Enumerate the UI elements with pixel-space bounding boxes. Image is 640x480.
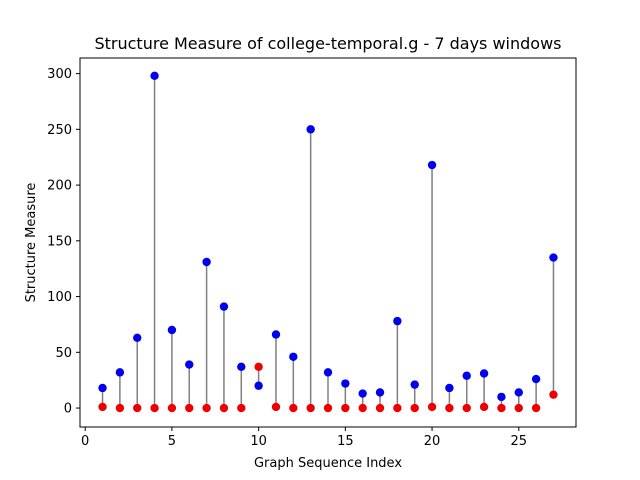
lower-point <box>219 403 229 413</box>
upper-point <box>427 160 437 170</box>
x-axis: 0 5 10 15 20 25 <box>81 427 527 449</box>
lower-point <box>237 403 246 413</box>
upper-point <box>185 360 194 369</box>
y-tick-label: 200 <box>47 179 72 194</box>
lower-point <box>445 403 454 413</box>
x-tick-label: 25 <box>510 434 527 449</box>
lower-point <box>531 403 541 413</box>
x-tick-label: 10 <box>250 434 267 449</box>
upper-point <box>167 325 177 335</box>
lower-point <box>306 403 315 413</box>
x-tick-label: 15 <box>337 434 354 449</box>
upper-point <box>549 253 558 262</box>
upper-point <box>410 380 419 389</box>
lower-point <box>98 402 107 412</box>
lower-point <box>289 403 298 413</box>
upper-point <box>237 362 246 372</box>
x-tick-label: 0 <box>81 434 89 449</box>
upper-point <box>323 368 333 377</box>
y-tick-label: 150 <box>47 234 72 249</box>
y-tick-label: 0 <box>64 402 72 417</box>
lower-point <box>514 403 523 413</box>
lower-point <box>341 403 350 413</box>
chart-title: Structure Measure of college-temporal.g … <box>94 34 561 53</box>
lower-point <box>497 403 506 413</box>
upper-point <box>150 71 159 81</box>
upper-point <box>289 352 298 361</box>
lower-point <box>393 403 402 413</box>
upper-point <box>271 330 281 339</box>
y-tick-label: 100 <box>47 290 72 305</box>
upper-point <box>358 389 367 398</box>
y-tick-label: 300 <box>47 67 72 82</box>
lower-point <box>133 403 142 413</box>
upper-point <box>445 383 454 393</box>
lower-point <box>410 403 419 413</box>
upper-point <box>254 381 263 390</box>
lower-point <box>167 403 177 413</box>
upper-point <box>133 333 142 343</box>
upper-point <box>202 257 211 267</box>
upper-point <box>306 125 315 134</box>
lower-point <box>150 403 159 413</box>
lower-point <box>115 403 125 413</box>
y-axis-label: Structure Measure <box>24 183 39 303</box>
upper-point <box>479 369 489 378</box>
lower-point <box>462 403 471 413</box>
lower-point <box>254 362 263 372</box>
lower-point <box>358 403 367 413</box>
lower-point <box>323 403 333 413</box>
upper-point <box>115 368 125 377</box>
x-axis-label: Graph Sequence Index <box>254 456 402 471</box>
lower-point <box>427 402 437 412</box>
y-tick-label: 250 <box>47 123 72 138</box>
lower-point <box>375 403 385 413</box>
upper-point <box>497 392 506 402</box>
y-axis: 0 50 100 150 200 250 300 <box>47 67 80 417</box>
upper-point <box>219 302 229 311</box>
x-tick-label: 20 <box>424 434 441 449</box>
lower-point <box>271 402 281 412</box>
lower-point <box>185 403 194 413</box>
upper-point <box>514 388 523 397</box>
upper-point <box>531 374 541 384</box>
upper-point <box>462 371 471 380</box>
y-tick-label: 50 <box>55 346 72 361</box>
x-tick-label: 5 <box>168 434 176 449</box>
upper-point <box>375 388 385 397</box>
upper-point <box>393 316 402 326</box>
plot-frame <box>79 57 577 428</box>
upper-point <box>341 379 350 388</box>
lower-point <box>549 390 558 399</box>
upper-point <box>98 383 107 393</box>
lower-point <box>479 402 489 412</box>
lower-point <box>202 403 211 413</box>
plot-area <box>98 71 558 413</box>
